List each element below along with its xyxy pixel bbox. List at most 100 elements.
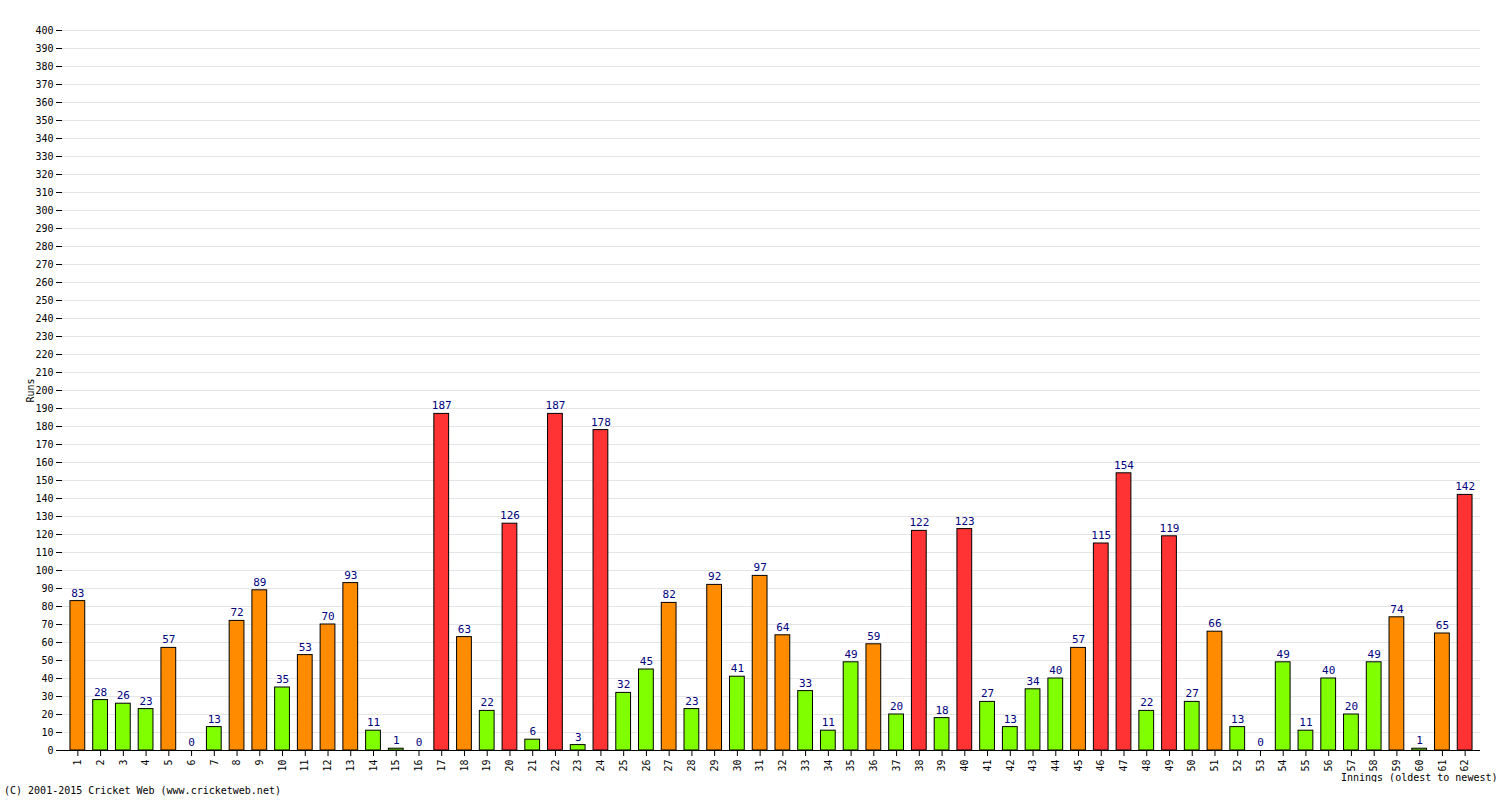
svg-text:210: 210 <box>35 367 53 378</box>
svg-text:72: 72 <box>230 606 243 619</box>
svg-text:80: 80 <box>41 601 53 612</box>
svg-text:0: 0 <box>416 736 423 749</box>
svg-text:1: 1 <box>72 760 83 766</box>
svg-text:160: 160 <box>35 457 53 468</box>
svg-text:18: 18 <box>459 760 470 772</box>
svg-text:41: 41 <box>731 662 744 675</box>
svg-text:46: 46 <box>1095 760 1106 772</box>
svg-text:154: 154 <box>1114 459 1134 472</box>
svg-text:57: 57 <box>162 633 175 646</box>
svg-text:24: 24 <box>595 760 606 772</box>
svg-text:122: 122 <box>909 516 929 529</box>
svg-text:56: 56 <box>1323 760 1334 772</box>
svg-text:270: 270 <box>35 259 53 270</box>
svg-text:2: 2 <box>95 760 106 766</box>
svg-text:130: 130 <box>35 511 53 522</box>
svg-text:10: 10 <box>277 760 288 772</box>
svg-text:Innings (oldest to newest): Innings (oldest to newest) <box>1341 772 1498 783</box>
svg-text:18: 18 <box>935 704 948 717</box>
svg-text:45: 45 <box>1073 760 1084 772</box>
svg-text:14: 14 <box>368 760 379 772</box>
svg-text:3: 3 <box>118 760 129 766</box>
svg-text:52: 52 <box>1232 760 1243 772</box>
svg-text:13: 13 <box>1231 713 1244 726</box>
svg-text:41: 41 <box>982 760 993 772</box>
svg-text:0: 0 <box>188 736 195 749</box>
svg-text:115: 115 <box>1091 529 1111 542</box>
svg-text:40: 40 <box>41 673 53 684</box>
svg-text:110: 110 <box>35 547 53 558</box>
svg-text:57: 57 <box>1346 760 1357 772</box>
svg-text:200: 200 <box>35 385 53 396</box>
svg-text:15: 15 <box>390 760 401 772</box>
svg-text:53: 53 <box>299 641 312 654</box>
svg-text:180: 180 <box>35 421 53 432</box>
svg-text:12: 12 <box>322 760 333 772</box>
svg-text:0: 0 <box>1257 736 1264 749</box>
svg-text:23: 23 <box>139 695 152 708</box>
svg-text:27: 27 <box>1186 687 1199 700</box>
svg-text:280: 280 <box>35 241 53 252</box>
svg-text:17: 17 <box>436 760 447 772</box>
svg-text:63: 63 <box>458 623 471 636</box>
svg-text:74: 74 <box>1390 603 1404 616</box>
svg-text:1: 1 <box>1416 734 1423 747</box>
svg-text:49: 49 <box>1368 648 1381 661</box>
svg-text:Runs: Runs <box>25 378 36 402</box>
svg-text:49: 49 <box>844 648 857 661</box>
svg-text:57: 57 <box>1072 633 1085 646</box>
svg-text:140: 140 <box>35 493 53 504</box>
svg-text:31: 31 <box>754 760 765 772</box>
svg-text:0: 0 <box>47 745 53 756</box>
svg-text:11: 11 <box>367 716 380 729</box>
svg-text:13: 13 <box>208 713 221 726</box>
svg-text:53: 53 <box>1255 760 1266 772</box>
svg-text:19: 19 <box>481 760 492 772</box>
svg-text:47: 47 <box>1118 760 1129 772</box>
svg-text:22: 22 <box>481 696 494 709</box>
svg-text:23: 23 <box>685 695 698 708</box>
svg-text:59: 59 <box>867 630 880 643</box>
svg-text:42: 42 <box>1004 760 1015 772</box>
svg-text:32: 32 <box>777 760 788 772</box>
svg-text:170: 170 <box>35 439 53 450</box>
svg-text:8: 8 <box>231 760 242 766</box>
svg-text:61: 61 <box>1437 760 1448 772</box>
svg-text:4: 4 <box>140 760 151 766</box>
svg-text:126: 126 <box>500 509 520 522</box>
svg-text:55: 55 <box>1300 760 1311 772</box>
svg-text:50: 50 <box>1186 760 1197 772</box>
svg-text:26: 26 <box>117 689 130 702</box>
svg-text:82: 82 <box>663 588 676 601</box>
svg-text:62: 62 <box>1459 760 1470 772</box>
svg-text:3: 3 <box>575 731 582 744</box>
svg-text:22: 22 <box>1140 696 1153 709</box>
svg-text:25: 25 <box>618 760 629 772</box>
svg-text:100: 100 <box>35 565 53 576</box>
svg-text:6: 6 <box>186 760 197 766</box>
svg-text:33: 33 <box>799 677 812 690</box>
svg-text:27: 27 <box>981 687 994 700</box>
svg-text:320: 320 <box>35 169 53 180</box>
svg-text:10: 10 <box>41 727 53 738</box>
svg-text:50: 50 <box>41 655 53 666</box>
svg-text:123: 123 <box>955 515 975 528</box>
svg-text:190: 190 <box>35 403 53 414</box>
svg-text:38: 38 <box>914 760 925 772</box>
svg-text:142: 142 <box>1455 480 1475 493</box>
svg-text:54: 54 <box>1277 760 1288 772</box>
svg-text:93: 93 <box>344 569 357 582</box>
svg-text:30: 30 <box>732 760 743 772</box>
svg-text:187: 187 <box>546 399 566 412</box>
svg-text:35: 35 <box>845 760 856 772</box>
svg-text:28: 28 <box>686 760 697 772</box>
svg-text:22: 22 <box>550 760 561 772</box>
svg-text:20: 20 <box>41 709 53 720</box>
svg-text:340: 340 <box>35 133 53 144</box>
svg-text:64: 64 <box>776 621 790 634</box>
svg-text:97: 97 <box>754 561 767 574</box>
svg-text:11: 11 <box>1299 716 1312 729</box>
svg-text:49: 49 <box>1164 760 1175 772</box>
svg-text:20: 20 <box>504 760 515 772</box>
svg-text:350: 350 <box>35 115 53 126</box>
